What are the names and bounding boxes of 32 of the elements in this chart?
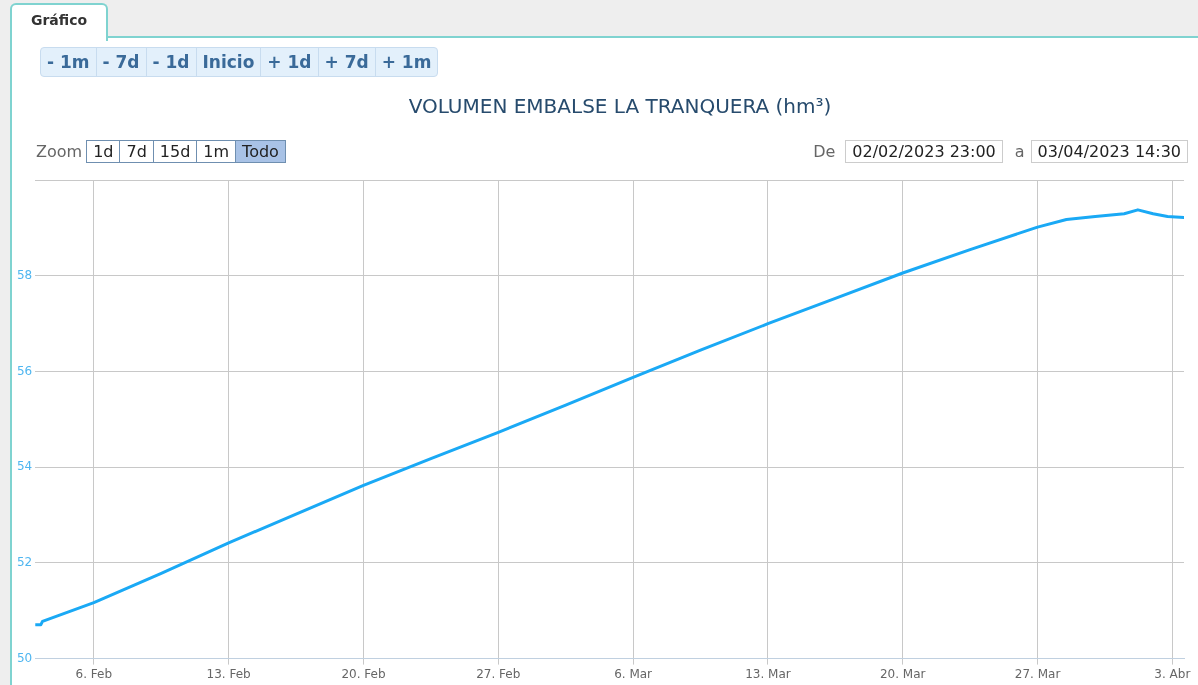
text: 03/04/2023 14:30 (1030, 140, 1188, 163)
text: Inicio (196, 48, 262, 76)
text: - 1m (41, 48, 97, 76)
text: + 1m (380, 51, 433, 74)
x-tick-label: 27. Feb (476, 666, 521, 681)
text: 1d (87, 141, 121, 162)
x-tick-label: 6. Feb (75, 666, 113, 681)
text: + 1d (261, 48, 319, 76)
text: Zoom (36, 142, 83, 161)
y-tick-label: 56 (16, 363, 33, 378)
x-tick-label: 27. Mar (1014, 666, 1061, 681)
y-tick-label: 50 (16, 650, 33, 665)
x-tick-label: 13. Mar (745, 666, 791, 681)
y-tick-label: 52 (16, 555, 33, 570)
x-tick-label: 6. Mar (614, 666, 653, 681)
y-tick-label: 54 (16, 459, 33, 474)
text: 7d (120, 141, 154, 162)
chart-title: VOLUMEN EMBALSE LA TRANQUERA (hm³) (407, 94, 833, 118)
y-tick-label: 58 (16, 268, 33, 283)
text: Todo (236, 141, 285, 162)
text: 15d (153, 141, 198, 162)
x-tick-label: 13. Feb (206, 666, 251, 681)
text: - 7d (96, 48, 147, 76)
x-tick-label: 20. Feb (341, 666, 386, 681)
text: - 1d (146, 48, 197, 76)
text: 02/02/2023 23:00 (845, 140, 1003, 163)
text: De (813, 142, 836, 161)
x-tick-label: 3. Abr (1154, 666, 1191, 681)
text: a (1014, 142, 1025, 161)
text: + 7d (318, 48, 376, 76)
text: 1m (197, 141, 237, 162)
x-tick-label: 20. Mar (879, 666, 926, 681)
